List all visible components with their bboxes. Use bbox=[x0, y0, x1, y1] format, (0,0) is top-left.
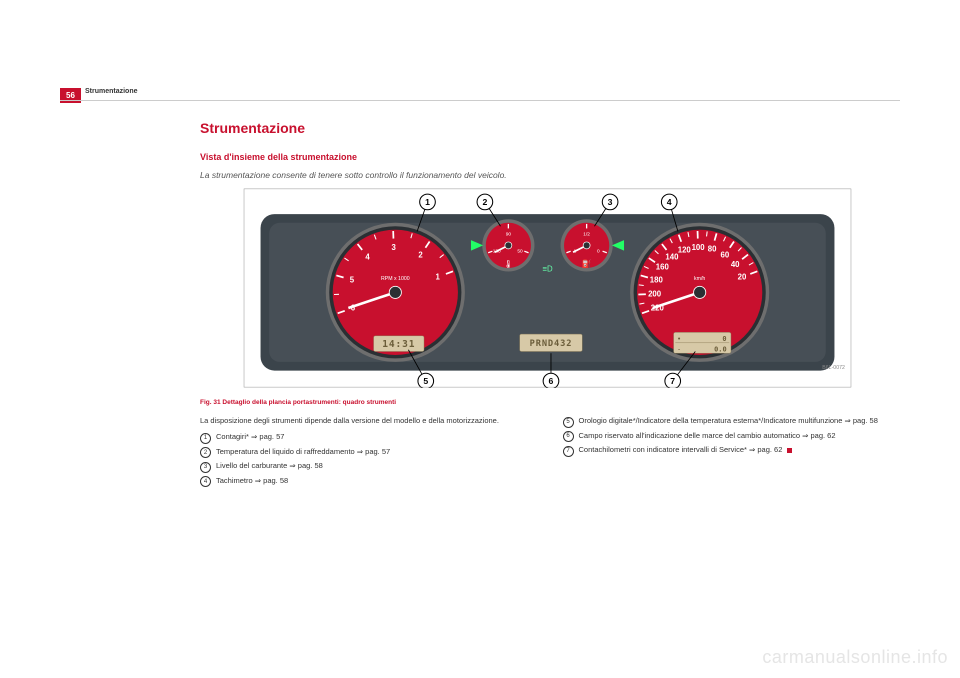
svg-text:PRND432: PRND432 bbox=[530, 339, 573, 349]
item-text: Livello del carburante ⇒ pag. 58 bbox=[216, 461, 323, 471]
item-number-badge: 7 bbox=[563, 446, 574, 457]
item-number-badge: 2 bbox=[200, 447, 211, 458]
svg-text:0: 0 bbox=[722, 335, 726, 343]
end-marker bbox=[787, 448, 792, 453]
figure-caption: Fig. 31 Dettaglio della plancia portastr… bbox=[200, 399, 895, 406]
page-content: Strumentazione Vista d'insieme della str… bbox=[200, 120, 895, 490]
svg-text:1: 1 bbox=[436, 273, 441, 282]
svg-text:3: 3 bbox=[392, 243, 397, 252]
svg-text:160: 160 bbox=[656, 263, 670, 272]
svg-text:RPM x 1000: RPM x 1000 bbox=[381, 276, 410, 282]
list-item: 1 Contagiri* ⇒ pag. 57 bbox=[200, 432, 533, 444]
svg-text:20: 20 bbox=[738, 273, 747, 282]
svg-text:≡D: ≡D bbox=[542, 264, 553, 273]
item-text: Campo riservato all'indicazione delle ma… bbox=[579, 431, 836, 441]
svg-text:3: 3 bbox=[608, 197, 613, 207]
svg-text:0.0: 0.0 bbox=[714, 345, 727, 353]
item-text: Temperatura del liquido di raffreddament… bbox=[216, 447, 390, 457]
list-item: 5 Orologio digitale*/Indicatore della tem… bbox=[563, 416, 896, 428]
svg-text:14:31: 14:31 bbox=[382, 339, 415, 350]
svg-text:4: 4 bbox=[667, 197, 672, 207]
svg-text:7: 7 bbox=[670, 376, 675, 386]
intro-text: La strumentazione consente di tenere sot… bbox=[200, 170, 895, 180]
list-item: 4 Tachimetro ⇒ pag. 58 bbox=[200, 476, 533, 488]
svg-text:100: 100 bbox=[692, 243, 706, 252]
svg-text:5: 5 bbox=[423, 376, 428, 386]
svg-text:50: 50 bbox=[517, 248, 523, 254]
list-item: 7 Contachilometri con indicatore interval… bbox=[563, 445, 896, 457]
column-right: 5 Orologio digitale*/Indicatore della tem… bbox=[563, 416, 896, 490]
section-title: Strumentazione bbox=[200, 120, 895, 136]
instrument-cluster-illustration: 123456RPM x 1000204060801001201401601802… bbox=[200, 188, 895, 388]
description-columns: La disposizione degli strumenti dipende … bbox=[200, 416, 895, 490]
item-number-badge: 1 bbox=[200, 433, 211, 444]
svg-text:5: 5 bbox=[350, 276, 355, 285]
item-text: Contachilometri con indicatore intervall… bbox=[579, 445, 792, 455]
svg-text:•: • bbox=[677, 335, 681, 343]
svg-text:140: 140 bbox=[665, 252, 679, 261]
item-text: Orologio digitale*/Indicatore della temp… bbox=[579, 416, 878, 426]
svg-text:2: 2 bbox=[418, 251, 423, 260]
section-subtitle: Vista d'insieme della strumentazione bbox=[200, 152, 895, 162]
item-text: Contagiri* ⇒ pag. 57 bbox=[216, 432, 284, 442]
running-header: Strumentazione bbox=[85, 88, 138, 95]
item-text: Tachimetro ⇒ pag. 58 bbox=[216, 476, 288, 486]
svg-text:60: 60 bbox=[721, 251, 730, 260]
svg-text:120: 120 bbox=[678, 246, 692, 255]
column-left-lead: La disposizione degli strumenti dipende … bbox=[200, 416, 533, 426]
svg-text:1/2: 1/2 bbox=[583, 232, 590, 238]
svg-text:-: - bbox=[677, 345, 681, 353]
item-number-badge: 6 bbox=[563, 431, 574, 442]
svg-text:4: 4 bbox=[365, 252, 370, 261]
list-item: 2 Temperatura del liquido di raffreddamen… bbox=[200, 447, 533, 459]
svg-text:km/h: km/h bbox=[694, 276, 705, 282]
watermark-text: carmanualsonline.info bbox=[762, 647, 948, 668]
svg-text:0: 0 bbox=[597, 248, 600, 254]
item-number-badge: 5 bbox=[563, 417, 574, 428]
svg-text:90: 90 bbox=[506, 232, 512, 238]
svg-text:180: 180 bbox=[650, 276, 664, 285]
svg-text:200: 200 bbox=[648, 290, 662, 299]
svg-text:B6L-0072: B6L-0072 bbox=[822, 365, 845, 371]
header-rule bbox=[60, 100, 900, 101]
svg-text:2: 2 bbox=[482, 197, 487, 207]
svg-text:6: 6 bbox=[549, 376, 554, 386]
list-item: 3 Livello del carburante ⇒ pag. 58 bbox=[200, 461, 533, 473]
item-number-badge: 4 bbox=[200, 476, 211, 487]
svg-text:80: 80 bbox=[708, 245, 717, 254]
svg-text:⛽: ⛽ bbox=[582, 258, 592, 268]
svg-text:1: 1 bbox=[425, 197, 430, 207]
column-left: La disposizione degli strumenti dipende … bbox=[200, 416, 533, 490]
list-item: 6 Campo riservato all'indicazione delle m… bbox=[563, 431, 896, 443]
svg-text:🌡: 🌡 bbox=[503, 259, 513, 268]
item-number-badge: 3 bbox=[200, 462, 211, 473]
svg-text:40: 40 bbox=[731, 260, 740, 269]
figure-31: 123456RPM x 1000204060801001201401601802… bbox=[200, 188, 895, 406]
